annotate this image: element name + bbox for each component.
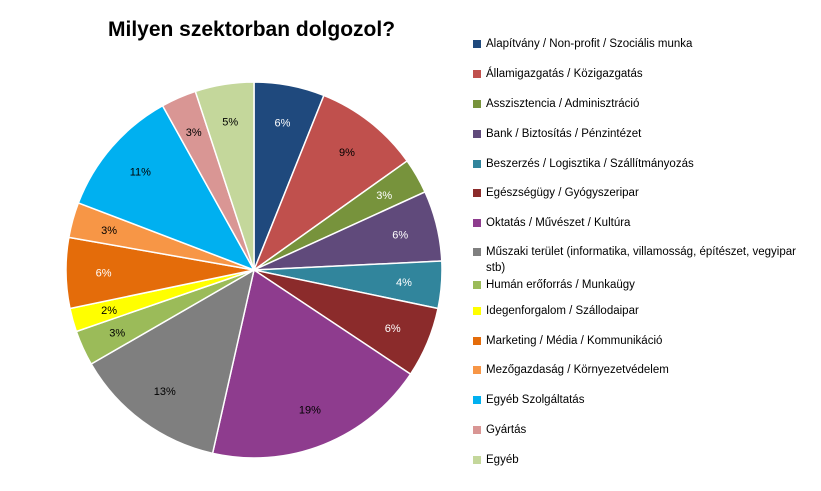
legend-swatch bbox=[473, 337, 481, 345]
slice-data-label: 3% bbox=[101, 225, 117, 237]
legend-swatch bbox=[473, 40, 481, 48]
legend-swatch bbox=[473, 130, 481, 138]
legend-swatch bbox=[473, 248, 481, 256]
legend-label: Gyártás bbox=[486, 424, 527, 436]
slice-data-label: 3% bbox=[186, 127, 202, 139]
legend-label: Marketing / Média / Kommunikáció bbox=[486, 335, 663, 347]
pie-slice-12 bbox=[77, 104, 256, 272]
legend-swatch bbox=[473, 307, 481, 315]
legend-label: Bank / Biztosítás / Pénzintézet bbox=[486, 128, 642, 140]
legend-swatch bbox=[473, 100, 481, 108]
legend-swatch bbox=[473, 219, 481, 227]
legend-label: Oktatás / Művészet / Kultúra bbox=[486, 217, 631, 229]
legend-label: Mezőgazdaság / Környezetvédelem bbox=[486, 364, 669, 376]
legend-label: Humán erőforrás / Munkaügy bbox=[486, 279, 635, 291]
slice-data-label: 9% bbox=[339, 147, 355, 159]
legend-swatch bbox=[473, 189, 481, 197]
slice-data-label: 6% bbox=[275, 117, 291, 129]
legend-swatch bbox=[473, 456, 481, 464]
pie-slice-1 bbox=[252, 94, 409, 273]
slice-data-label: 6% bbox=[392, 230, 408, 242]
pie-slice-7 bbox=[90, 268, 256, 455]
slice-data-label: 6% bbox=[96, 267, 112, 279]
legend-label: Asszisztencia / Adminisztráció bbox=[486, 98, 640, 110]
legend-label: Műszaki terület (informatika, villamossá… bbox=[486, 246, 796, 274]
legend-swatch bbox=[473, 426, 481, 434]
slice-data-label: 13% bbox=[154, 386, 176, 398]
slice-data-label: 3% bbox=[109, 327, 125, 339]
legend-label: Egyéb Szolgáltatás bbox=[486, 394, 585, 406]
legend-swatch bbox=[473, 281, 481, 289]
legend-swatch bbox=[473, 366, 481, 374]
legend-label: Egészségügy / Gyógyszeripar bbox=[486, 187, 639, 199]
legend-label: Alapítvány / Non-profit / Szociális munk… bbox=[486, 38, 693, 50]
legend-swatch bbox=[473, 70, 481, 78]
pie-slice-6 bbox=[211, 268, 412, 459]
legend-label: Államigazgatás / Közigazgatás bbox=[486, 68, 643, 80]
slice-data-label: 6% bbox=[385, 323, 401, 335]
legend-label: Idegenforgalom / Szállodaipar bbox=[486, 305, 639, 317]
slice-data-label: 5% bbox=[222, 116, 238, 128]
slice-data-label: 2% bbox=[101, 305, 117, 317]
slice-data-label: 11% bbox=[130, 167, 151, 179]
slice-data-label: 19% bbox=[299, 405, 321, 417]
chart-title: Milyen szektorban dolgozol? bbox=[108, 18, 396, 41]
slice-data-label: 3% bbox=[376, 190, 392, 202]
legend-swatch bbox=[473, 396, 481, 404]
slice-data-label: 4% bbox=[396, 277, 412, 289]
pie-slice-14 bbox=[194, 81, 255, 271]
legend-label: Beszerzés / Logisztika / Szállítmányozás bbox=[486, 158, 694, 170]
legend-swatch bbox=[473, 160, 481, 168]
legend-label: Egyéb bbox=[486, 454, 519, 466]
